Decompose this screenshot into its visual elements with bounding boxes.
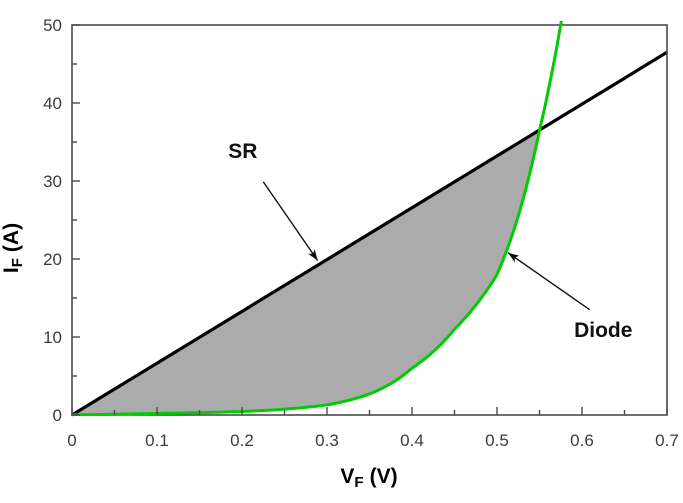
y-axis-ticks [72, 24, 80, 416]
y-tick-label: 20 [43, 250, 62, 269]
sr-line [71, 50, 668, 417]
y-tick-label: 50 [43, 16, 62, 35]
y-axis-title-unit: (A) [0, 223, 23, 252]
annotation-diode-label: Diode [574, 319, 632, 342]
x-tick-label: 0.6 [570, 431, 594, 450]
annotation-sr-arrow [262, 181, 319, 261]
y-axis-title-sub: F [9, 258, 26, 267]
x-tick-label: 0.3 [315, 431, 339, 450]
annotation-sr-label: SR [228, 140, 257, 163]
y-axis-title-base: I [0, 267, 23, 273]
annotation-diode-arrow [507, 252, 591, 311]
x-tick-label: 0.7 [655, 431, 679, 450]
x-axis-title-sub: F [354, 474, 363, 491]
y-tick-labels: 0 10 20 30 40 50 [43, 16, 62, 425]
y-tick-label: 40 [43, 94, 62, 113]
x-tick-label: 0.4 [400, 431, 424, 450]
y-tick-label: 30 [43, 172, 62, 191]
x-tick-label: 0.5 [485, 431, 509, 450]
x-axis-title-base: V [340, 465, 354, 488]
diode-curve [71, 21, 563, 416]
annotation-sr: SR [228, 140, 319, 261]
x-tick-label: 0.1 [145, 431, 169, 450]
annotation-diode: Diode [507, 252, 632, 342]
y-tick-label: 10 [43, 328, 62, 347]
x-axis-ticks [71, 407, 668, 415]
shaded-region [72, 125, 541, 415]
x-axis-title-unit: (V) [370, 465, 398, 488]
x-axis-title: VF (V) [340, 465, 397, 491]
y-axis-title: IF (A) [0, 223, 26, 273]
y-tick-label: 0 [53, 406, 62, 425]
x-tick-label: 0.2 [230, 431, 254, 450]
x-tick-labels: 0 0.1 0.2 0.3 0.4 0.5 0.6 0.7 [67, 431, 679, 450]
x-tick-label: 0 [67, 431, 76, 450]
